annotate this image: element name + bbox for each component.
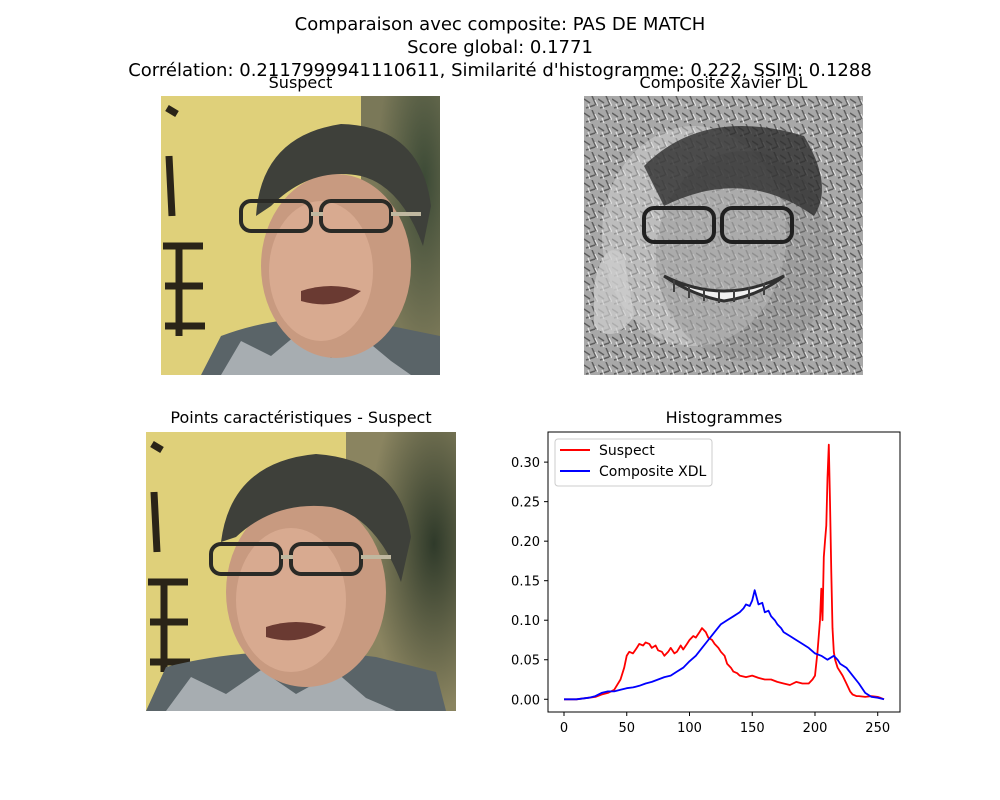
x-tick-label: 250 bbox=[865, 721, 890, 736]
histogram-legend: Suspect Composite XDL bbox=[554, 438, 713, 487]
figure-title-line3: Corrélation: 0.2117999941110611, Similar… bbox=[128, 60, 872, 81]
y-tick-label: 0.25 bbox=[511, 496, 540, 511]
y-tick-label: 0.10 bbox=[511, 614, 540, 629]
x-tick-label: 100 bbox=[677, 721, 702, 736]
suspect-panel-title: Suspect bbox=[268, 73, 333, 92]
x-tick-label: 50 bbox=[618, 721, 635, 736]
figure-title-line1: Comparaison avec composite: PAS DE MATCH bbox=[294, 14, 706, 35]
legend-composite-label: Composite XDL bbox=[599, 464, 707, 480]
legend-box bbox=[554, 438, 713, 487]
x-tick-label: 0 bbox=[560, 721, 568, 736]
y-tick-label: 0.15 bbox=[511, 575, 540, 590]
y-tick-label: 0.30 bbox=[511, 456, 540, 471]
keypoints-panel-title: Points caractéristiques - Suspect bbox=[170, 408, 432, 427]
composite-panel-title: Composite Xavier DL bbox=[639, 73, 808, 92]
legend-suspect-label: Suspect bbox=[599, 443, 655, 459]
suspect-image bbox=[161, 96, 440, 375]
figure-title-line2: Score global: 0.1771 bbox=[407, 37, 593, 58]
series-line-suspect bbox=[564, 443, 885, 701]
y-tick-label: 0.05 bbox=[511, 654, 540, 669]
keypoints-image bbox=[146, 432, 456, 711]
x-tick-label: 150 bbox=[740, 721, 765, 736]
y-tick-label: 0.20 bbox=[511, 535, 540, 550]
series-line-composite bbox=[564, 589, 885, 701]
y-tick-label: 0.00 bbox=[511, 693, 540, 708]
x-tick-label: 200 bbox=[803, 721, 828, 736]
composite-image bbox=[584, 96, 863, 375]
histogram-panel-title: Histogrammes bbox=[665, 408, 783, 427]
histogram-axes-frame bbox=[547, 431, 901, 713]
